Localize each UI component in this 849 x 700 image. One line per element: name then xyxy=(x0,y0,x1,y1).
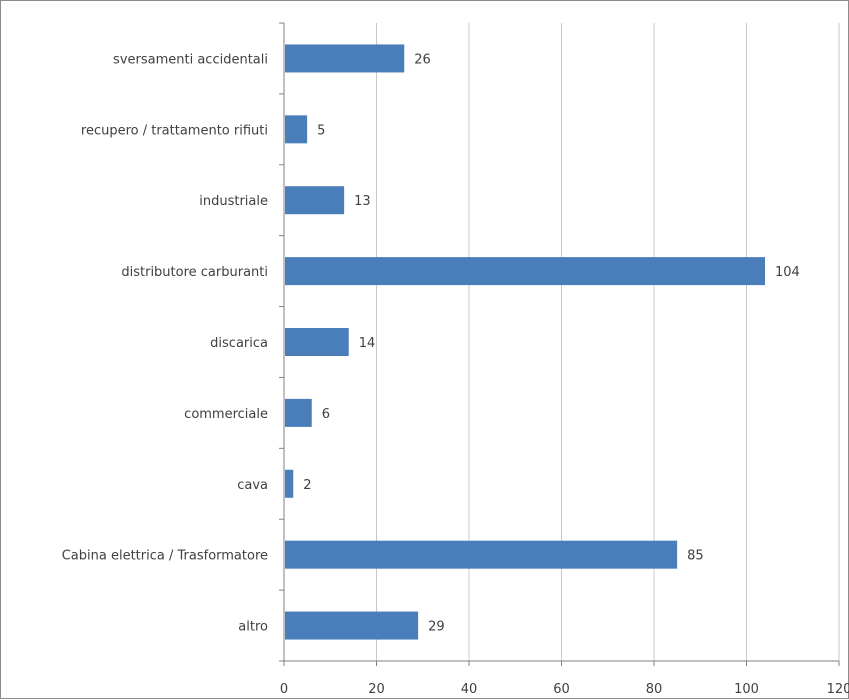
category-label: discarica xyxy=(210,336,268,351)
data-label: 29 xyxy=(428,620,445,635)
category-label: industriale xyxy=(199,194,268,209)
bar xyxy=(285,186,345,215)
data-label: 6 xyxy=(322,407,330,422)
category-label: altro xyxy=(238,620,268,635)
data-label: 26 xyxy=(414,52,431,67)
x-tick-label: 20 xyxy=(368,682,385,697)
data-label: 14 xyxy=(359,336,376,351)
axis-layer: 0 20 40 60 80 100 120 xyxy=(279,22,849,697)
bar xyxy=(285,328,349,356)
category-label: Cabina elettrica / Trasformatore xyxy=(62,549,268,564)
category-label: cava xyxy=(237,478,268,493)
data-label: 5 xyxy=(317,123,325,138)
category-label: recupero / trattamento rifiuti xyxy=(81,123,268,138)
bar xyxy=(285,540,678,569)
bar xyxy=(285,257,765,286)
category-label: commerciale xyxy=(184,407,268,422)
bar-layer xyxy=(285,44,765,640)
data-label: 104 xyxy=(775,265,800,280)
bar xyxy=(285,115,308,144)
bar xyxy=(285,398,312,427)
x-tick-label: 100 xyxy=(734,682,759,697)
data-label: 85 xyxy=(687,549,704,564)
data-label: 2 xyxy=(303,478,311,493)
x-tick-label: 60 xyxy=(553,682,570,697)
bar xyxy=(285,44,405,73)
bar xyxy=(285,611,419,640)
category-label: sversamenti accidentali xyxy=(113,52,268,67)
bar xyxy=(285,469,294,498)
category-label: distributore carburanti xyxy=(121,265,268,280)
x-tick-label: 40 xyxy=(461,682,478,697)
x-tick-label: 120 xyxy=(827,682,849,697)
x-tick-label: 0 xyxy=(280,682,288,697)
x-tick-label: 80 xyxy=(646,682,663,697)
data-label: 13 xyxy=(354,194,371,209)
